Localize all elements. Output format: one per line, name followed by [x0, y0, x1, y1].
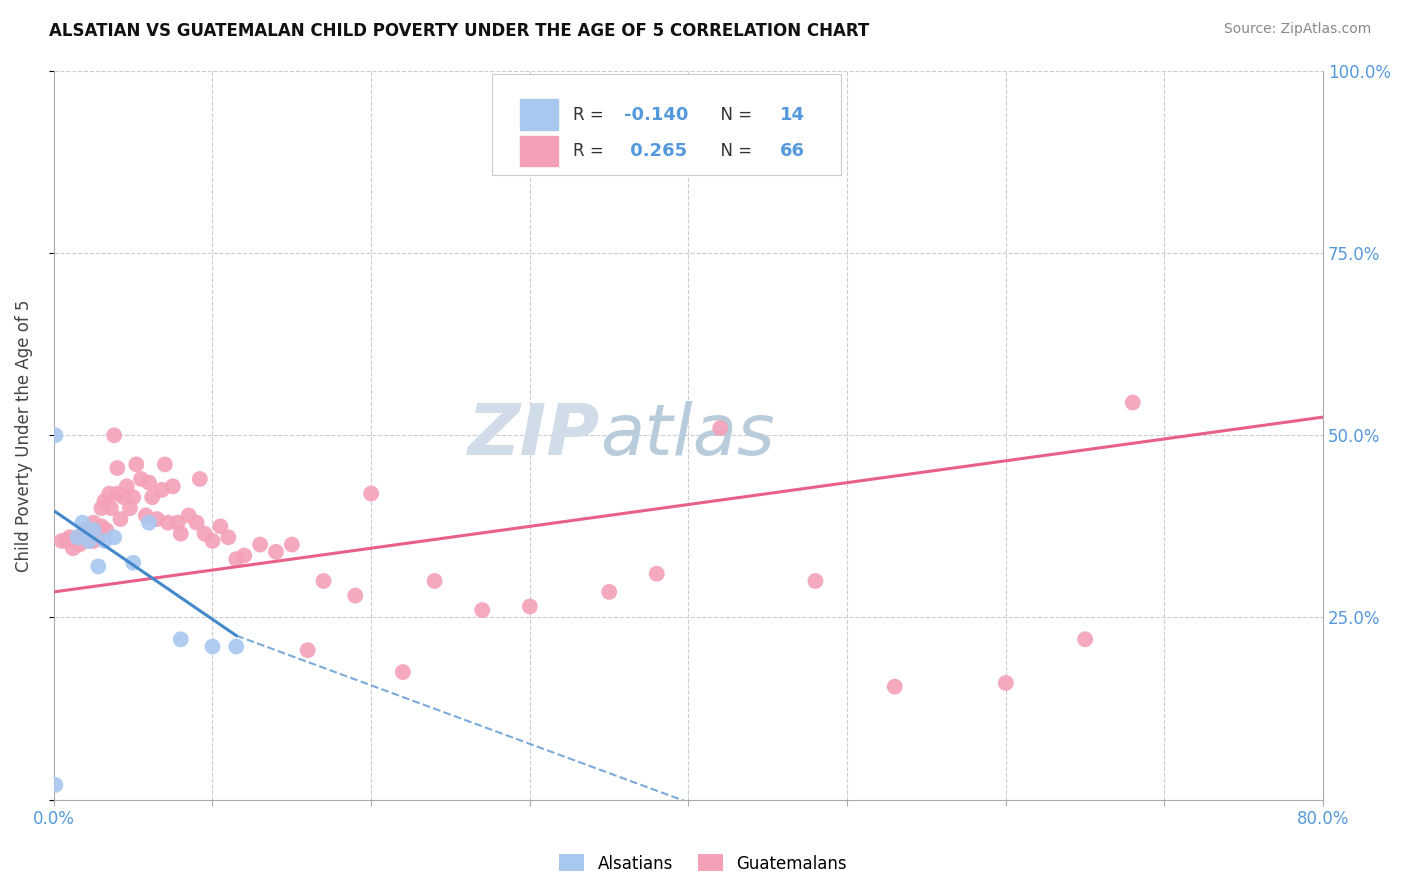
Point — [519, 599, 541, 614]
Point — [170, 632, 193, 647]
Point — [135, 508, 157, 523]
Point — [157, 516, 180, 530]
Point — [146, 512, 169, 526]
Point — [62, 541, 84, 556]
Point — [90, 519, 112, 533]
Point — [103, 530, 125, 544]
Text: N =: N = — [710, 142, 758, 161]
Point — [138, 475, 160, 490]
Point — [100, 501, 122, 516]
Point — [193, 526, 215, 541]
Bar — [520, 136, 558, 167]
Bar — [520, 100, 558, 130]
Text: 66: 66 — [780, 142, 804, 161]
Point — [141, 490, 163, 504]
Point — [153, 458, 176, 472]
Point — [138, 516, 160, 530]
Point — [83, 533, 105, 548]
Point — [344, 589, 367, 603]
Point — [188, 472, 211, 486]
Point — [264, 545, 287, 559]
Point — [804, 574, 827, 588]
Point — [96, 523, 118, 537]
Text: atlas: atlas — [599, 401, 775, 470]
Point — [98, 486, 121, 500]
Point — [93, 493, 115, 508]
Point — [225, 640, 247, 654]
Point — [59, 530, 82, 544]
Point — [66, 530, 89, 544]
Point — [297, 643, 319, 657]
Text: -0.140: -0.140 — [624, 106, 688, 124]
Text: Source: ZipAtlas.com: Source: ZipAtlas.com — [1223, 22, 1371, 37]
Point — [423, 574, 446, 588]
Text: N =: N = — [710, 106, 758, 124]
Point — [110, 512, 132, 526]
Point — [281, 537, 304, 551]
Point — [225, 552, 247, 566]
Point — [122, 556, 145, 570]
Point — [312, 574, 335, 588]
Point — [90, 501, 112, 516]
Point — [1122, 395, 1144, 409]
Point — [105, 461, 128, 475]
Point — [72, 530, 94, 544]
Point — [44, 778, 66, 792]
Point — [201, 640, 224, 654]
Point — [233, 549, 256, 563]
Point — [105, 486, 128, 500]
Point — [75, 523, 97, 537]
Point — [51, 533, 73, 548]
Point — [883, 680, 905, 694]
Legend: Alsatians, Guatemalans: Alsatians, Guatemalans — [553, 847, 853, 880]
Point — [177, 508, 200, 523]
Text: R =: R = — [574, 142, 614, 161]
Point — [77, 533, 100, 548]
Point — [645, 566, 668, 581]
FancyBboxPatch shape — [492, 74, 841, 175]
Point — [115, 479, 138, 493]
Point — [87, 559, 110, 574]
Point — [83, 516, 105, 530]
Point — [217, 530, 239, 544]
Point — [72, 516, 94, 530]
Point — [103, 428, 125, 442]
Point — [87, 530, 110, 544]
Point — [67, 537, 90, 551]
Text: 14: 14 — [780, 106, 804, 124]
Text: ZIP: ZIP — [467, 401, 599, 470]
Point — [129, 472, 152, 486]
Point — [209, 519, 232, 533]
Point — [598, 585, 620, 599]
Point — [471, 603, 494, 617]
Point — [1074, 632, 1097, 647]
Point — [249, 537, 271, 551]
Point — [170, 526, 193, 541]
Point — [150, 483, 173, 497]
Point — [392, 665, 415, 679]
Y-axis label: Child Poverty Under the Age of 5: Child Poverty Under the Age of 5 — [15, 299, 32, 572]
Point — [44, 428, 66, 442]
Point — [118, 501, 141, 516]
Point — [66, 530, 89, 544]
Point — [83, 523, 105, 537]
Point — [709, 421, 731, 435]
Point — [201, 533, 224, 548]
Point — [77, 533, 100, 548]
Text: 0.265: 0.265 — [624, 142, 688, 161]
Text: ALSATIAN VS GUATEMALAN CHILD POVERTY UNDER THE AGE OF 5 CORRELATION CHART: ALSATIAN VS GUATEMALAN CHILD POVERTY UND… — [49, 22, 869, 40]
Point — [162, 479, 184, 493]
Point — [93, 533, 115, 548]
Point — [122, 490, 145, 504]
Point — [125, 458, 148, 472]
Point — [186, 516, 208, 530]
Point — [994, 676, 1017, 690]
Point — [55, 533, 77, 548]
Point — [360, 486, 382, 500]
Point — [166, 516, 188, 530]
Point — [112, 490, 135, 504]
Text: R =: R = — [574, 106, 609, 124]
